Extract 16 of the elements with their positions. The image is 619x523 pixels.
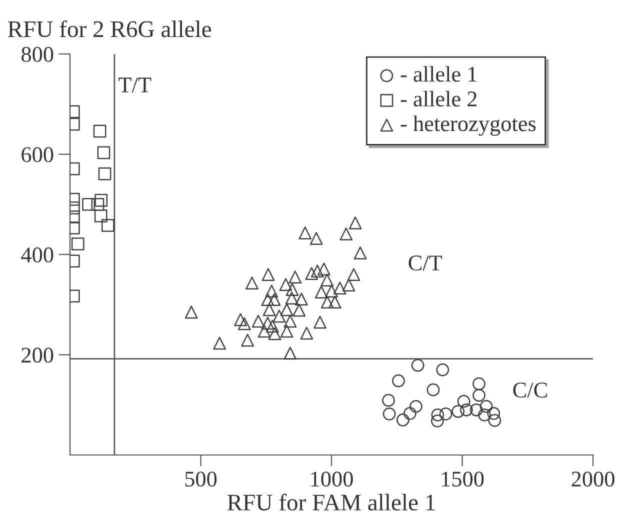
annotation: C/C bbox=[513, 382, 547, 398]
x-tick-label: 1500 bbox=[442, 472, 484, 487]
y-tick-label: 400 bbox=[21, 247, 54, 262]
x-tick-label: 2000 bbox=[572, 472, 614, 487]
x-tick-label: 500 bbox=[185, 472, 217, 487]
y-axis-title: RFU for 2 R6G allele bbox=[8, 20, 212, 38]
legend-label: - allele 1 bbox=[400, 66, 476, 82]
annotation: T/T bbox=[118, 78, 152, 92]
annotation: C/T bbox=[408, 256, 442, 270]
y-tick-label: 200 bbox=[22, 348, 54, 363]
legend-label: - allele 2 bbox=[400, 90, 477, 106]
y-tick-label: 800 bbox=[22, 46, 54, 62]
x-axis-title: RFU for FAM allele 1 bbox=[227, 494, 435, 511]
y-tick-label: 600 bbox=[22, 147, 54, 162]
legend-label: - heterozygotes bbox=[400, 116, 536, 136]
x-tick-label: 1000 bbox=[311, 472, 353, 487]
